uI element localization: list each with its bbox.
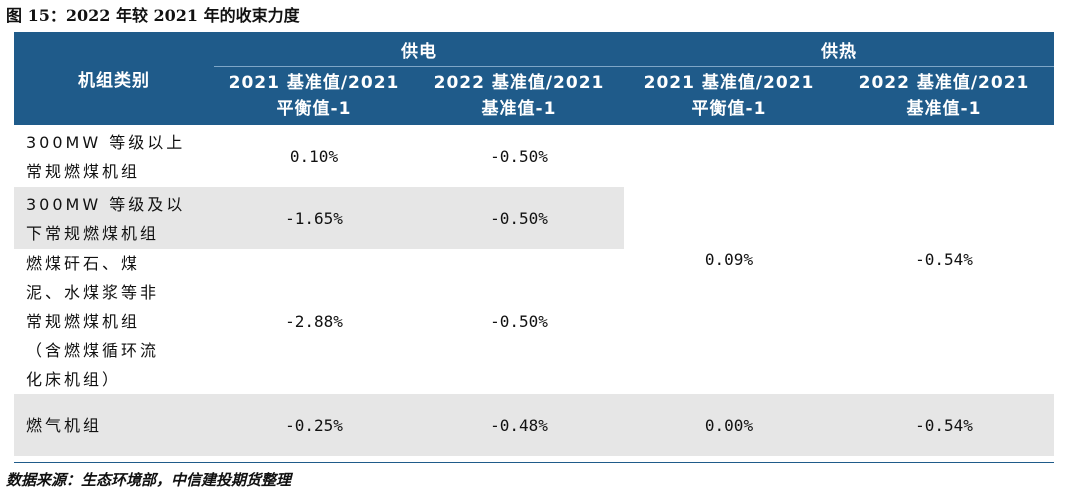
cell-heat-2022: -0.54% (834, 394, 1054, 456)
table-row: 燃煤矸石、煤 泥、水煤浆等非 常规燃煤机组 （含燃煤循环流 化床机组） -2.8… (14, 249, 1054, 394)
subheader-power-2021: 2021 基准值/2021 平衡值-1 (214, 66, 414, 125)
cell-heat-2021: 0.00% (624, 394, 834, 456)
header-category: 机组类别 (14, 32, 214, 125)
cell-power-2021: -1.65% (214, 187, 414, 249)
table-row: 300MW 等级及以 下常规燃煤机组 -1.65% -0.50% (14, 187, 1054, 249)
cell-power-2021: -0.25% (214, 394, 414, 456)
subheader-power-2022: 2022 基准值/2021 基准值-1 (414, 66, 624, 125)
cell-power-2022: -0.50% (490, 146, 548, 166)
figure-title: 图 15：2022 年较 2021 年的收束力度 (6, 6, 300, 25)
cell-heat-2022-merged: -0.54% (834, 125, 1054, 394)
subheader-line: 2021 基准值/2021 (643, 73, 815, 93)
cell-power-2022: -0.50% (414, 187, 624, 249)
row-category: 燃气机组 (14, 394, 214, 456)
subheader-line: 基准值-1 (906, 99, 982, 119)
subheader-line: 2022 基准值/2021 (858, 73, 1030, 93)
header-group-power: 供电 (214, 32, 624, 67)
source-note: 数据来源：生态环境部，中信建投期货整理 (6, 471, 292, 489)
cell-power-2021: -2.88% (285, 312, 343, 331)
header-group-heat: 供热 (624, 32, 1054, 67)
cell-heat-2021-merged: 0.09% (624, 125, 834, 394)
row-category: 燃煤矸石、煤 泥、水煤浆等非 常规燃煤机组 （含燃煤循环流 化床机组） (26, 254, 160, 389)
subheader-heat-2022: 2022 基准值/2021 基准值-1 (834, 66, 1054, 125)
cell-power-2022: -0.50% (490, 312, 548, 331)
cell-power-2022: -0.48% (414, 394, 624, 456)
subheader-line: 平衡值-1 (276, 99, 352, 119)
subheader-heat-2021: 2021 基准值/2021 平衡值-1 (624, 66, 834, 125)
subheader-line: 2021 基准值/2021 (228, 73, 400, 93)
subheader-line: 基准值-1 (481, 99, 557, 119)
subheader-line: 平衡值-1 (691, 99, 767, 119)
table-row: 燃气机组 -0.25% -0.48% 0.00% -0.54% (14, 394, 1054, 456)
row-category: 300MW 等级及以 下常规燃煤机组 (14, 187, 214, 249)
table-container: 机组类别 供电 供热 2021 基准值/2021 平衡值-1 2022 基准值/… (14, 32, 1054, 456)
row-category: 300MW 等级以上 常规燃煤机组 (26, 133, 186, 181)
table-row: 300MW 等级以上 常规燃煤机组 0.10% -0.50% 0.09% -0.… (14, 125, 1054, 394)
bottom-rule (14, 462, 1054, 463)
cell-power-2021: 0.10% (289, 146, 339, 166)
data-table: 机组类别 供电 供热 2021 基准值/2021 平衡值-1 2022 基准值/… (14, 32, 1054, 456)
subheader-line: 2022 基准值/2021 (433, 73, 605, 93)
